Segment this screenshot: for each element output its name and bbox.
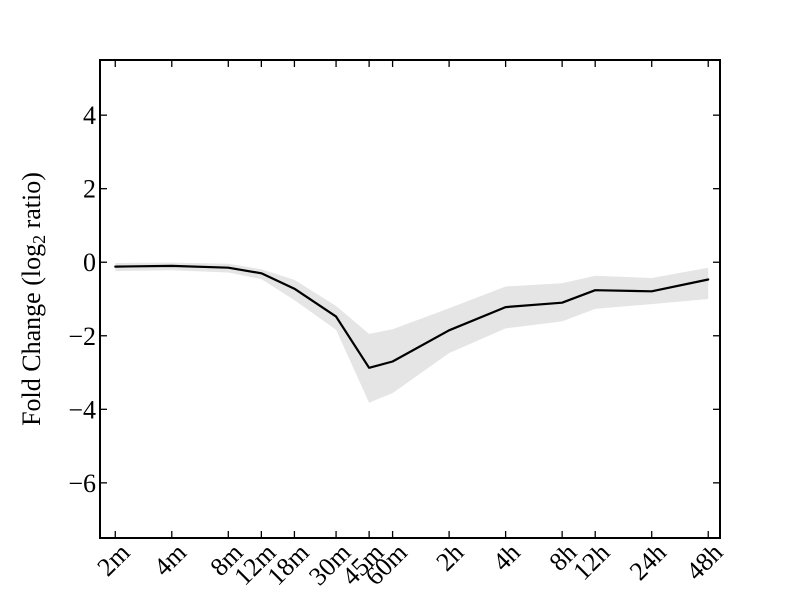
y-tick-label: 2 [83, 175, 96, 204]
x-tick-label: 4h [487, 538, 526, 577]
confidence-band [115, 262, 709, 403]
x-tick-label: 24h [624, 538, 672, 586]
y-tick-label: −6 [68, 469, 96, 498]
x-tick-label: 12h [567, 538, 615, 586]
mean-line [114, 264, 710, 369]
x-tick-label: 18m [261, 538, 314, 591]
y-tick-label: 4 [83, 101, 96, 130]
x-tick-label: 2m [91, 538, 135, 582]
x-tick-label: 48h [680, 538, 728, 586]
x-tick-label: 2h [430, 538, 469, 577]
plot-frame [99, 59, 721, 539]
x-tick-label: 4m [148, 538, 192, 582]
y-axis-label: Fold Change (log2 ratio) [17, 172, 49, 426]
y-tick-label: 0 [83, 248, 96, 277]
y-tick-label: −2 [68, 322, 96, 351]
y-tick-label: −4 [68, 395, 96, 424]
